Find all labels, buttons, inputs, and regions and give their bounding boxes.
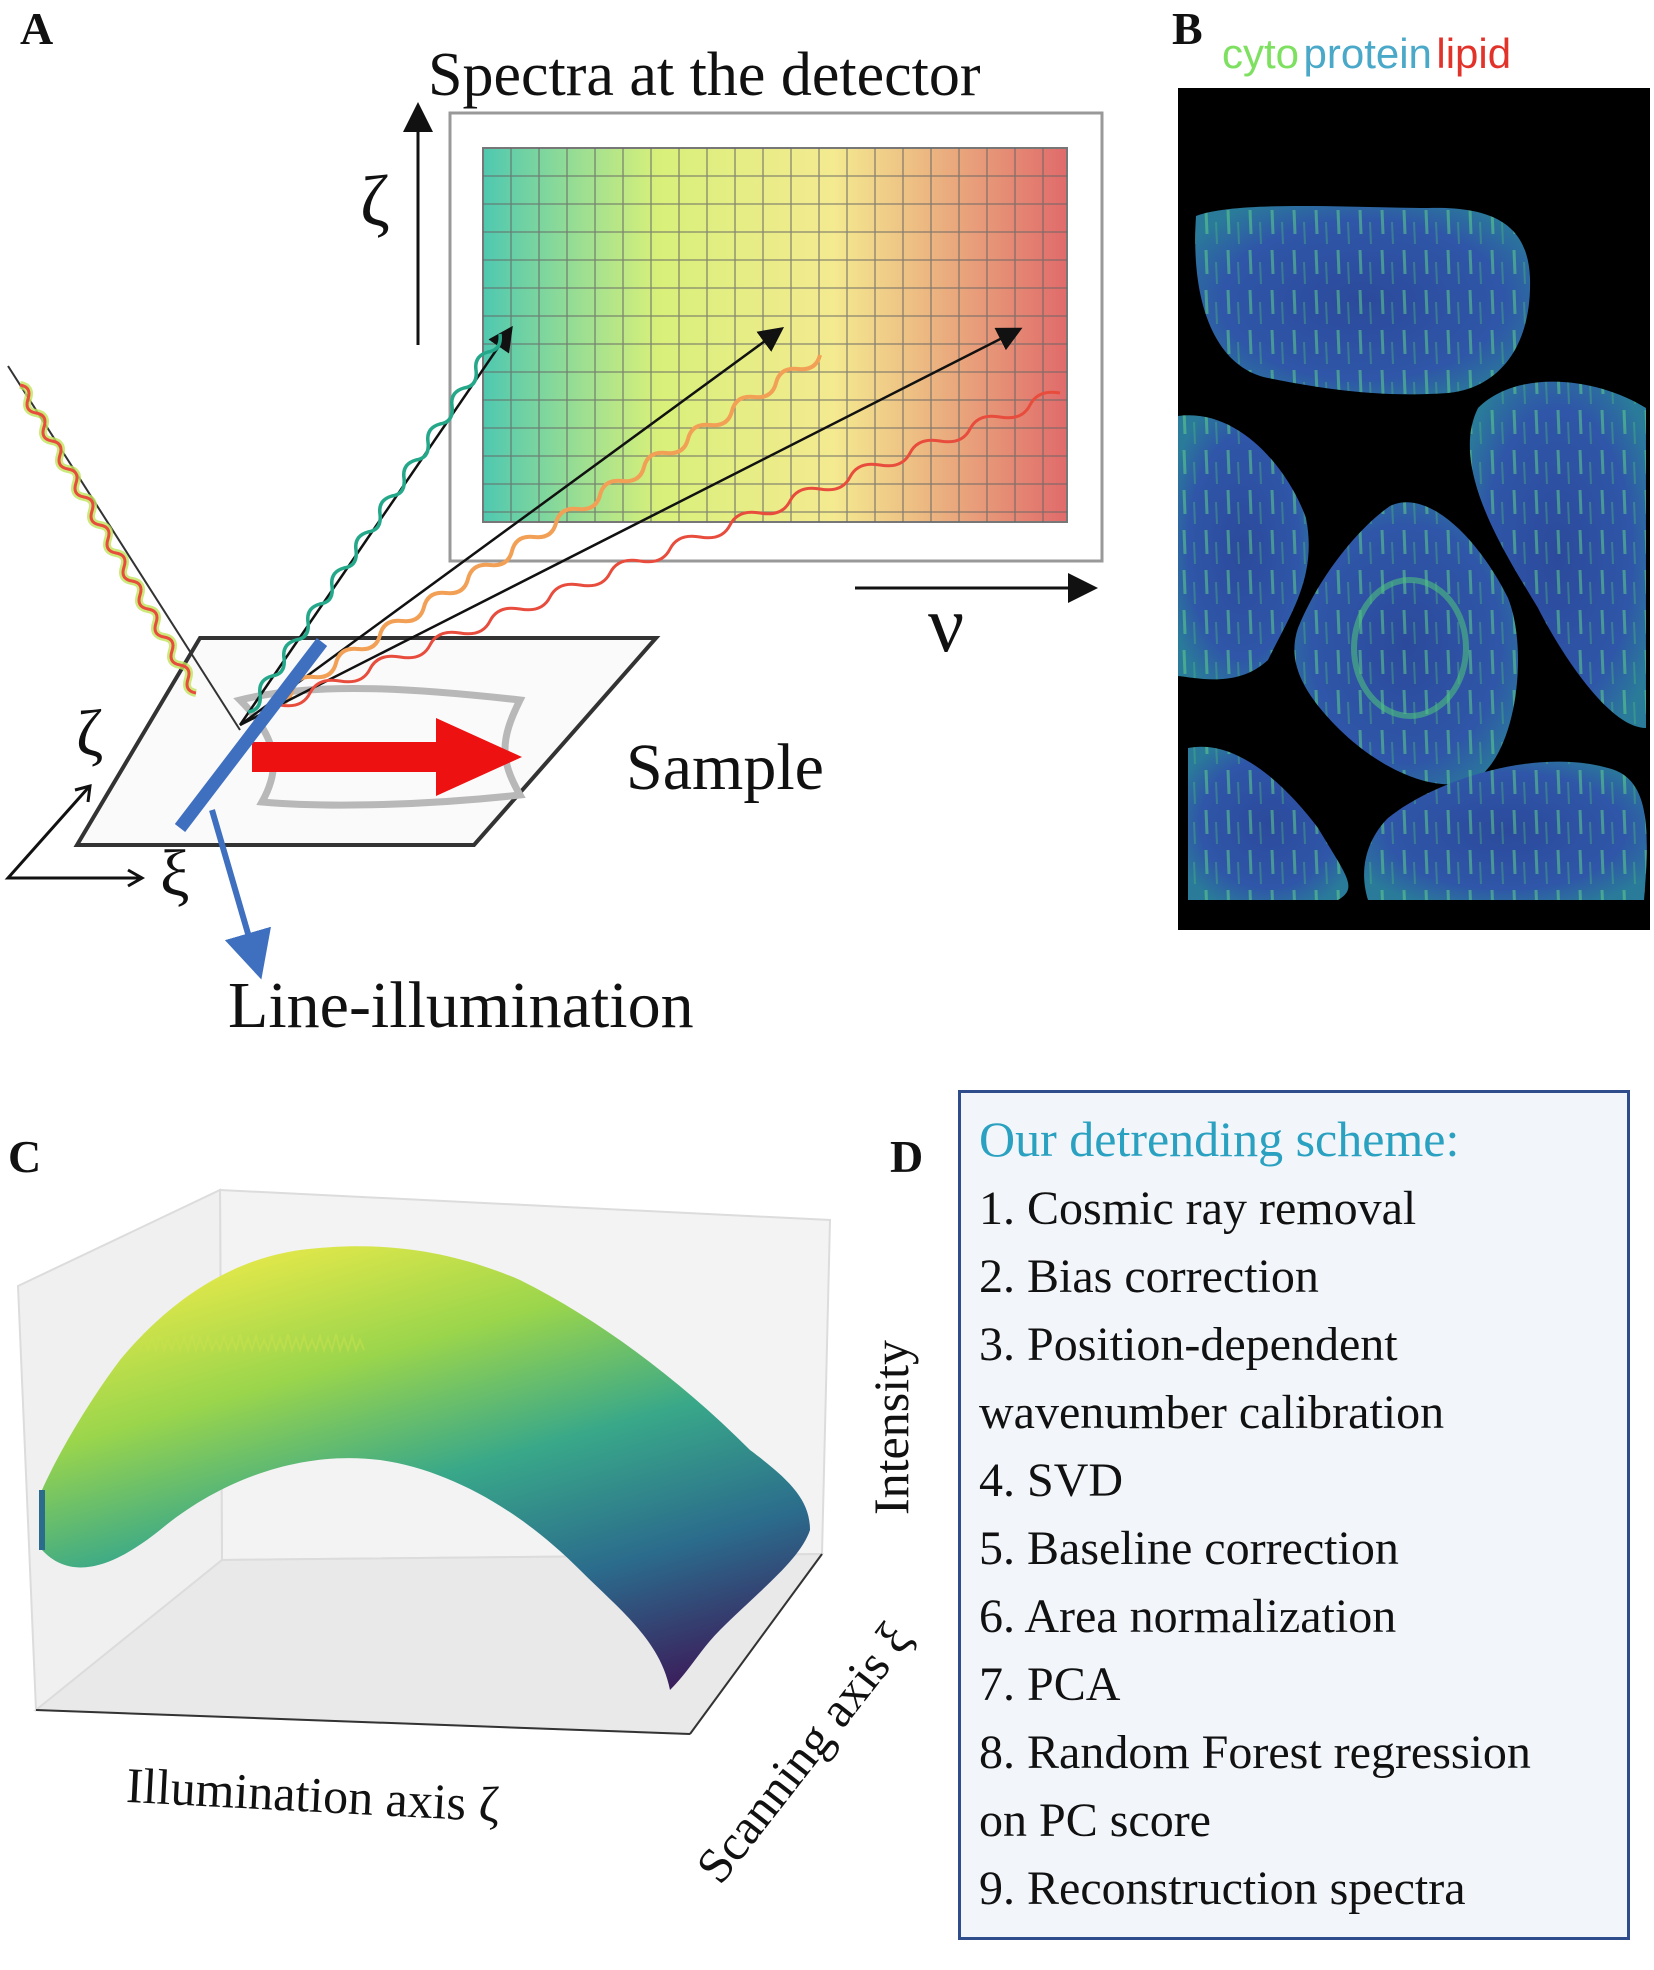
cell-map-legend: cyto protein lipid [1222, 30, 1511, 78]
sample-plane [73, 636, 661, 847]
coord-zeta-label: ζ [76, 697, 104, 770]
scheme-step: 2. Bias correction [979, 1250, 1319, 1303]
scheme-step: 4. SVD [979, 1454, 1124, 1507]
scattered-ray-cyan [238, 325, 513, 726]
legend-lipid: lipid [1436, 30, 1512, 77]
surface-noise [139, 1332, 365, 1354]
scheme-step: 1. Cosmic ray removal [979, 1182, 1417, 1235]
cell-outline [233, 684, 526, 809]
detrending-scheme-box: Our detrending scheme: 1. Cosmic ray rem… [958, 1090, 1630, 1940]
scheme-step: 9. Reconstruction spectra [979, 1862, 1466, 1915]
intensity-surface [42, 1246, 810, 1690]
legend-protein: protein [1303, 30, 1432, 77]
detector-title: Spectra at the detector [428, 41, 981, 109]
panel-a-label: A [20, 3, 54, 54]
scheme-title: Our detrending scheme: [979, 1111, 1460, 1167]
panel-a-diagram [4, 102, 1104, 980]
illumination-pointer [209, 809, 271, 980]
coord-xi-label: ξ [160, 837, 190, 910]
scheme-step: on PC score [979, 1794, 1211, 1847]
panel-c-label: C [8, 1131, 42, 1182]
scattered-ray-red [239, 327, 1061, 727]
scheme-step: 5. Baseline correction [979, 1522, 1399, 1575]
illumination-label: Line-illumination [228, 969, 694, 1042]
scattered-ray-orange [239, 327, 822, 727]
detector-grid [483, 148, 1067, 522]
scheme-step: 7. PCA [979, 1658, 1121, 1711]
scan-direction-arrow [252, 718, 522, 796]
scheme-step: 8. Random Forest regression [979, 1726, 1531, 1779]
intensity-axis-label: Intensity [863, 1340, 919, 1515]
scheme-step: 6. Area normalization [979, 1590, 1397, 1643]
scheme-steps: 1. Cosmic ray removal 2. Bias correction… [979, 1175, 1627, 1923]
scheme-step: wavenumber calibration [979, 1386, 1445, 1439]
panel-b-label: B [1172, 3, 1203, 54]
incoming-beam [7, 365, 241, 731]
legend-cyto: cyto [1222, 30, 1300, 77]
cell-map-image [1178, 88, 1650, 930]
panel-d-label: D [890, 1131, 924, 1182]
illumination-line [174, 638, 328, 832]
cell-shapes [1178, 206, 1647, 900]
zeta-axis-label: ζ [360, 161, 390, 241]
coord-axes [4, 787, 142, 880]
sample-label: Sample [626, 731, 824, 804]
intensity-surface-plot [16, 1188, 832, 1736]
nu-axis-label: ν [928, 581, 965, 669]
scheme-step: 3. Position-dependent [979, 1318, 1398, 1371]
